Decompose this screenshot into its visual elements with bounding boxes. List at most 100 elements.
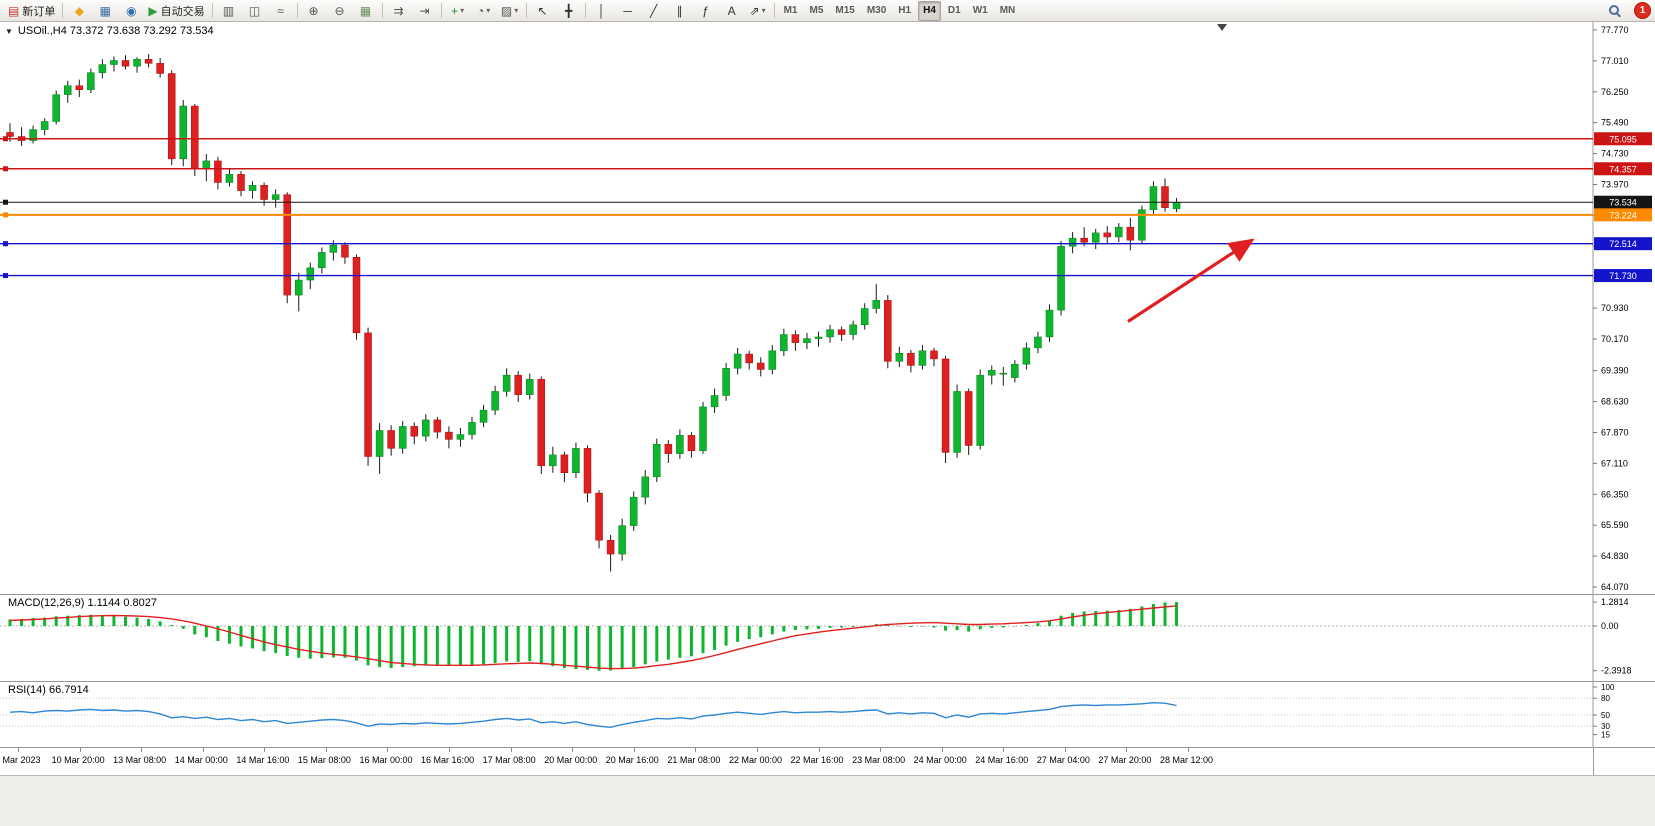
price-tick-label: 75.490: [1601, 118, 1629, 128]
new-order-button[interactable]: ▤ 新订单: [5, 1, 58, 21]
time-axis-tick: [141, 748, 143, 752]
trend-arrow[interactable]: [1127, 238, 1255, 323]
price-label-box: [1594, 132, 1652, 146]
line-chart-button[interactable]: ≈: [269, 1, 293, 21]
price-tick-label: 64.830: [1601, 551, 1629, 561]
signals-button[interactable]: ◉: [119, 1, 143, 21]
auto-trading-button[interactable]: ▶ 自动交易: [145, 1, 207, 21]
bar-chart-button[interactable]: ▥: [217, 1, 241, 21]
line-anchor[interactable]: [3, 212, 8, 218]
time-axis-tick: [880, 748, 882, 752]
price-tick-label: 69.390: [1601, 366, 1629, 376]
toolbar-separator: [296, 3, 298, 18]
crosshair-button[interactable]: ╋: [557, 1, 581, 21]
price-tick-label: 65.590: [1601, 520, 1629, 530]
timeframe-button-m1[interactable]: M1: [783, 5, 798, 16]
timeframe-button-m15[interactable]: M15: [835, 5, 855, 16]
line-anchor[interactable]: [3, 241, 8, 247]
notification-badge[interactable]: 1: [1634, 2, 1651, 19]
time-axis[interactable]: 09 Mar 2023 10 Mar 20:00 13 Mar 08:00 14 Ma…: [0, 747, 1655, 775]
chart-shift-button[interactable]: ⇥: [413, 1, 437, 21]
price-tick-label: 68.630: [1601, 397, 1629, 407]
macd-canvas[interactable]: 1.2814 0.00 -2.3918: [0, 595, 1655, 681]
search-button[interactable]: [1603, 1, 1627, 21]
candles-layer: [6, 53, 1181, 572]
hline-icon: ─: [623, 3, 632, 18]
auto-scroll-icon: ⇉: [393, 3, 404, 18]
cursor-button[interactable]: ↖: [531, 1, 555, 21]
chart-ohlc-text: USOil.,H4 73.372 73.638 73.292 73.534: [17, 25, 214, 37]
arrows-tool-button[interactable]: ⇗ ▾: [746, 1, 770, 21]
price-tick-label: 73.970: [1601, 179, 1629, 189]
chevron-down-icon: ▾: [486, 6, 491, 15]
price-label-box: [1594, 269, 1652, 283]
toolbar-separator: [584, 3, 586, 18]
market-watch-icon: ▦: [99, 3, 112, 18]
rsi-tick-label: 50: [1601, 711, 1610, 720]
zoom-out-icon: ⊖: [334, 3, 345, 18]
time-axis-tick: [202, 748, 204, 752]
vline-button[interactable]: │: [590, 1, 614, 21]
line-anchor[interactable]: [3, 166, 8, 172]
line-anchor[interactable]: [3, 273, 8, 279]
periods-button[interactable]: ◔ ▾: [472, 1, 496, 21]
chevron-down-icon: ▾: [761, 6, 766, 15]
timeframe-button-h4[interactable]: H4: [918, 0, 941, 21]
zoom-in-button[interactable]: ⊕: [302, 1, 326, 21]
time-axis-label: 09 Mar 2023: [0, 755, 41, 765]
signals-icon: ◉: [126, 3, 137, 18]
indicators-button[interactable]: + ▾: [446, 1, 470, 21]
time-axis-label: 20 Mar 16:00: [605, 755, 659, 765]
timeframe-button-h1[interactable]: H1: [898, 5, 912, 16]
time-axis-tick: [510, 748, 512, 752]
zoom-in-icon: ⊕: [308, 3, 319, 18]
indicators-icon: +: [451, 3, 459, 18]
timeframe-button-m30[interactable]: M30: [866, 5, 887, 16]
tile-windows-button[interactable]: ▦: [354, 1, 378, 21]
timeframe-button-mn[interactable]: MN: [999, 5, 1016, 16]
trendline-button[interactable]: ╱: [642, 1, 666, 21]
toolbar-separator: [211, 3, 213, 18]
templates-button[interactable]: ▨ ▾: [498, 1, 522, 21]
time-axis-tick: [572, 748, 574, 752]
main-chart-canvas[interactable]: 77.770 77.010 76.250 75.490 74.730 73.970 73.2…: [0, 22, 1655, 594]
channel-button[interactable]: ∥: [668, 1, 692, 21]
fibonacci-button[interactable]: ƒ: [694, 1, 718, 21]
rsi-tick-label: 15: [1601, 731, 1610, 740]
new-order-label: 新订单: [22, 5, 56, 18]
line-chart-icon: ≈: [277, 3, 284, 18]
zoom-out-button[interactable]: ⊖: [328, 1, 352, 21]
timeframe-button-d1[interactable]: D1: [947, 5, 961, 16]
arrows-tool-icon: ⇗: [749, 3, 760, 18]
candle-chart-button[interactable]: ◫: [243, 1, 267, 21]
metaeditor-button[interactable]: ◆: [67, 1, 91, 21]
time-axis-label: 20 Mar 00:00: [544, 755, 598, 765]
time-axis-tick: [633, 748, 635, 752]
price-tick-label: 70.170: [1601, 334, 1629, 344]
line-anchor[interactable]: [3, 199, 8, 205]
time-axis-label: 10 Mar 20:00: [51, 755, 105, 765]
line-anchor[interactable]: [3, 136, 8, 142]
axis-border: [1593, 748, 1594, 775]
timeframe-button-m5[interactable]: M5: [809, 5, 824, 16]
macd-label: MACD(12,26,9) 1.1144 0.8027: [8, 597, 157, 609]
trendline-icon: ╱: [649, 3, 658, 18]
time-axis-label: 22 Mar 16:00: [790, 755, 844, 765]
price-label-text: 72.514: [1609, 239, 1637, 249]
chart-menu-icon[interactable]: ▼: [5, 26, 13, 36]
chevron-down-icon: ▾: [460, 6, 465, 15]
time-axis-label: 14 Mar 16:00: [236, 755, 290, 765]
macd-tick-label: -2.3918: [1601, 666, 1632, 676]
time-axis-label: 21 Mar 08:00: [667, 755, 721, 765]
chart-shift-marker[interactable]: [1217, 24, 1227, 31]
time-axis-tick: [941, 748, 943, 752]
new-order-icon: ▤: [8, 3, 20, 18]
market-watch-button[interactable]: ▦: [93, 1, 117, 21]
crosshair-icon: ╋: [564, 3, 573, 18]
timeframe-button-w1[interactable]: W1: [972, 5, 988, 16]
auto-scroll-button[interactable]: ⇉: [387, 1, 411, 21]
hline-button[interactable]: ─: [616, 1, 640, 21]
text-tool-button[interactable]: A: [720, 1, 744, 21]
